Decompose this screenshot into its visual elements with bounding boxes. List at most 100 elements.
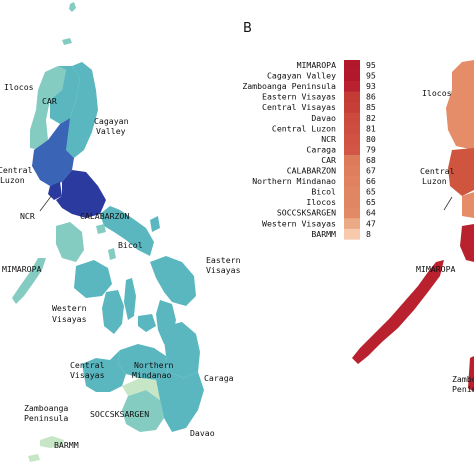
legend-label: Bicol [311,187,336,197]
legend-value: 65 [366,187,376,197]
legend-value: 82 [366,113,376,123]
map-region-central-luzon [32,118,74,186]
label-mimaropa: MIMAROPA [2,264,42,274]
map-region-barmm-sulu [40,436,64,448]
map-region-catanduanes [150,216,160,232]
legend-label: CAR [321,155,336,165]
right-map-car [462,70,474,110]
legend-swatch [344,197,360,208]
panel-letter: B [243,21,252,36]
legend-label: Cagayan Valley [267,71,336,81]
legend-label: Zamboanga Peninsula [242,81,336,91]
label-western-visayas: Visayas [52,314,87,324]
legend-swatch [344,70,360,82]
label-davao: Davao [190,428,215,438]
right-map-mindoro [460,224,474,262]
legend-label: Central Visayas [262,102,336,112]
legend-swatch [344,60,360,71]
label-central-visayas-1: Central [70,360,105,370]
legend-label: NCR [321,134,336,144]
legend-value: 65 [366,197,376,207]
legend-swatch [344,228,360,240]
right-map-central-luzon [448,148,474,196]
map-region-northern-mindanao [118,344,168,380]
label-zamboanga: Zamboanga [24,403,68,413]
legend-swatch [344,176,360,187]
map-region-mindoro [56,222,84,262]
map-region-babuyan [62,38,72,45]
legend-swatch [344,154,360,166]
map-region-marinduque [96,224,106,234]
map-region-samar [150,256,196,306]
label-car: CAR [42,96,57,106]
legend-value: 85 [366,102,376,112]
label-eastern-visayas: Visayas [206,265,241,275]
legend-value: 8 [366,229,371,239]
legend-swatch [344,102,360,114]
right-map-calabarzon [462,192,474,218]
label-ilocos: Ilocos [4,82,34,92]
label-cagayan: Cagayan [94,116,129,126]
map-region-negros [102,290,124,334]
map-region-barmm-mainland [122,378,160,400]
right-map-palawan [352,260,444,364]
legend-value: 64 [366,208,376,218]
label-bicol: Bicol [118,240,143,250]
legend-swatch [344,165,360,177]
map-region-cagayan-valley [64,62,98,158]
legend-value: 86 [366,92,376,102]
map-region-bicol [100,206,154,256]
right-label-central-1: Central [420,166,455,176]
map-region-palawan [12,258,46,304]
map-region-calabarzon [56,170,106,218]
right-ncr-leader-line [443,196,453,211]
legend-label: Northern Mindanao [252,176,336,186]
legend-value: 67 [366,166,376,176]
legend-value: 95 [366,71,376,81]
map-region-cebu [124,278,136,320]
legend-value: 81 [366,123,376,133]
right-label-zamboanga-2: Penins [452,384,474,394]
label-barmm: BARMM [54,440,79,450]
legend-swatch [344,133,360,145]
legend: MIMAROPA 95 Cagayan Valley 95 Zamboanga Peni… [242,60,376,240]
map-region-car [50,66,80,124]
legend-swatch [344,91,360,103]
legend-swatch [344,144,360,156]
legend-label: Davao [311,113,336,123]
right-label-central-2: Luzon [422,176,447,186]
label-peninsula: Peninsula [24,413,68,423]
map-region-ilocos [30,66,66,150]
label-western: Western [52,303,87,313]
label-central-visayas-2: Visayas [70,370,105,380]
legend-label: Ilocos [306,197,336,207]
legend-label: SOCCSKSARGEN [277,208,336,218]
map-region-panay [74,260,112,298]
map-region-batanes [69,2,76,12]
label-northern: Northern [134,360,174,370]
label-ncr: NCR [20,211,35,221]
legend-label: Caraga [306,144,336,154]
map-region-soccsksargen [122,390,164,432]
legend-label: Eastern Visayas [262,92,336,102]
legend-label: CALABARZON [287,166,336,176]
map-region-romblon [108,248,116,260]
label-central-luzon-2: Luzon [0,175,25,185]
label-calabarzon: CALABARZON [80,211,129,221]
legend-swatch [344,186,360,198]
legend-value: 66 [366,176,376,186]
label-central-luzon-1: Central [0,165,33,175]
right-label-ilocos: Ilocos [422,88,452,98]
legend-value: 79 [366,144,376,154]
legend-value: 80 [366,134,376,144]
right-label-mimaropa: MIMAROPA [416,264,456,274]
map-region-caraga [164,322,200,378]
legend-swatch [344,218,360,230]
right-label-zamboanga-1: Zamboa [452,374,474,384]
legend-label: BARMM [311,229,336,239]
legend-swatch [344,81,360,92]
right-map-zamboanga [468,356,474,392]
label-caraga: Caraga [204,373,234,383]
map-region-bohol [138,314,156,332]
map-region-zamboanga [82,350,126,392]
